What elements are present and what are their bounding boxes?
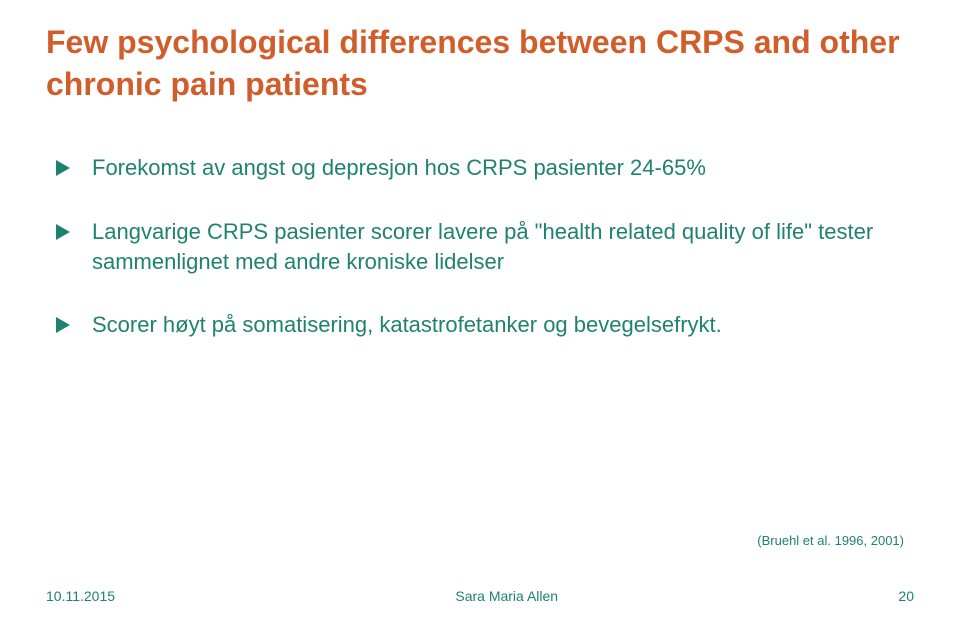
slide: Few psychological differences between CR… <box>0 0 960 618</box>
bullet-item: Scorer høyt på somatisering, katastrofet… <box>56 310 914 340</box>
bullet-item: Forekomst av angst og depresjon hos CRPS… <box>56 153 914 183</box>
bullet-list: Forekomst av angst og depresjon hos CRPS… <box>46 153 914 340</box>
bullet-item: Langvarige CRPS pasienter scorer lavere … <box>56 217 914 276</box>
footer-date: 10.11.2015 <box>46 588 115 604</box>
bullet-text: Langvarige CRPS pasienter scorer lavere … <box>92 219 873 274</box>
bullet-text: Forekomst av angst og depresjon hos CRPS… <box>92 155 706 180</box>
bullet-text: Scorer høyt på somatisering, katastrofet… <box>92 312 722 337</box>
triangle-icon <box>56 317 70 333</box>
footer-author: Sara Maria Allen <box>115 588 898 604</box>
triangle-icon <box>56 224 70 240</box>
citation: (Bruehl et al. 1996, 2001) <box>757 533 904 548</box>
slide-title: Few psychological differences between CR… <box>46 22 914 105</box>
triangle-icon <box>56 160 70 176</box>
slide-footer: 10.11.2015 Sara Maria Allen 20 <box>0 588 960 604</box>
footer-page-number: 20 <box>898 588 914 604</box>
